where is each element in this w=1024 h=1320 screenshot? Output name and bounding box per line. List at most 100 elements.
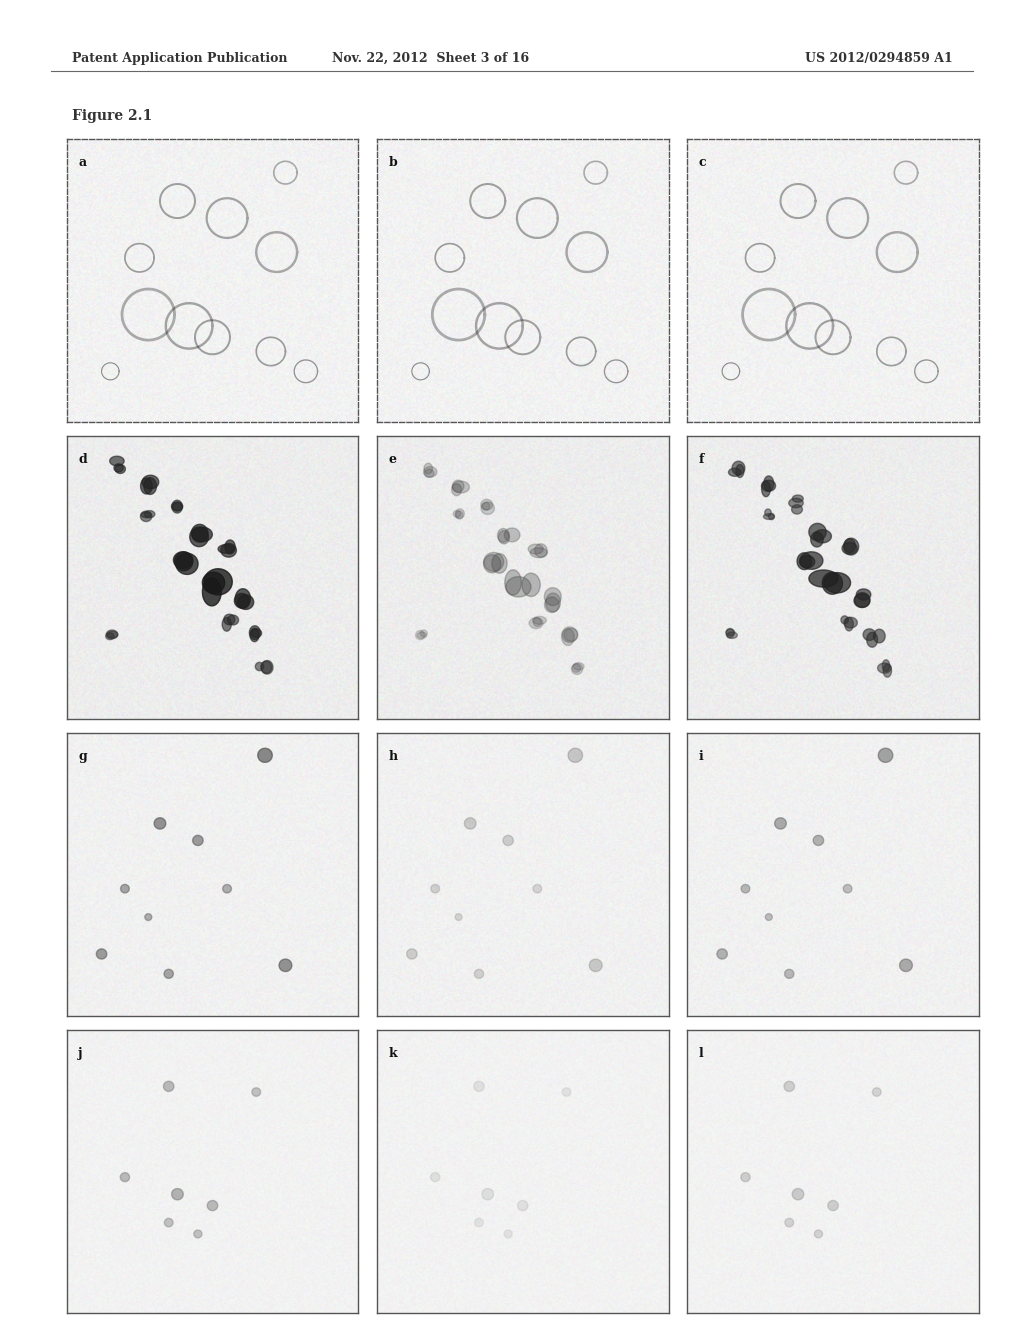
Text: e: e bbox=[388, 453, 396, 466]
Text: k: k bbox=[388, 1047, 397, 1060]
Polygon shape bbox=[785, 1218, 794, 1226]
Polygon shape bbox=[431, 884, 439, 892]
Polygon shape bbox=[769, 513, 774, 520]
Text: l: l bbox=[698, 1047, 703, 1060]
Polygon shape bbox=[872, 1088, 882, 1097]
Polygon shape bbox=[280, 960, 292, 972]
Polygon shape bbox=[483, 553, 504, 572]
Polygon shape bbox=[814, 1230, 822, 1238]
Polygon shape bbox=[784, 1081, 795, 1092]
Polygon shape bbox=[234, 594, 249, 609]
Polygon shape bbox=[562, 627, 578, 643]
Polygon shape bbox=[141, 512, 152, 517]
Polygon shape bbox=[171, 502, 182, 511]
Polygon shape bbox=[142, 475, 159, 488]
Polygon shape bbox=[505, 570, 521, 595]
Polygon shape bbox=[784, 969, 794, 978]
Polygon shape bbox=[452, 483, 462, 496]
Polygon shape bbox=[173, 503, 182, 511]
Polygon shape bbox=[571, 663, 583, 675]
Polygon shape bbox=[140, 478, 153, 494]
Polygon shape bbox=[238, 595, 254, 610]
Polygon shape bbox=[873, 630, 885, 643]
Polygon shape bbox=[475, 1218, 483, 1226]
Polygon shape bbox=[813, 836, 823, 846]
Polygon shape bbox=[424, 466, 437, 478]
Text: a: a bbox=[78, 156, 86, 169]
Polygon shape bbox=[115, 465, 125, 474]
Polygon shape bbox=[506, 577, 531, 597]
Polygon shape bbox=[110, 457, 124, 466]
Polygon shape bbox=[845, 539, 855, 553]
Polygon shape bbox=[221, 544, 237, 557]
Polygon shape bbox=[717, 949, 727, 960]
Text: Nov. 22, 2012  Sheet 3 of 16: Nov. 22, 2012 Sheet 3 of 16 bbox=[332, 51, 528, 65]
Polygon shape bbox=[225, 540, 236, 554]
Polygon shape bbox=[856, 589, 870, 601]
Polygon shape bbox=[546, 593, 560, 612]
Polygon shape bbox=[193, 836, 203, 846]
Polygon shape bbox=[793, 1188, 804, 1200]
Polygon shape bbox=[845, 618, 853, 631]
Polygon shape bbox=[454, 511, 461, 517]
Polygon shape bbox=[474, 969, 483, 978]
Text: c: c bbox=[698, 156, 707, 169]
Polygon shape bbox=[532, 616, 547, 624]
Polygon shape bbox=[844, 539, 859, 554]
Text: Figure 2.1: Figure 2.1 bbox=[72, 110, 152, 123]
Polygon shape bbox=[144, 511, 155, 517]
Polygon shape bbox=[482, 503, 489, 510]
Polygon shape bbox=[453, 480, 469, 494]
Polygon shape bbox=[765, 913, 772, 920]
Polygon shape bbox=[809, 523, 826, 541]
Polygon shape bbox=[827, 1200, 839, 1210]
Polygon shape bbox=[498, 528, 509, 543]
Polygon shape bbox=[883, 660, 890, 672]
Polygon shape bbox=[844, 884, 852, 892]
Polygon shape bbox=[841, 616, 849, 624]
Polygon shape bbox=[764, 513, 774, 519]
Polygon shape bbox=[417, 632, 427, 639]
Polygon shape bbox=[534, 884, 542, 892]
Polygon shape bbox=[522, 573, 541, 597]
Polygon shape bbox=[120, 1172, 130, 1181]
Polygon shape bbox=[762, 480, 775, 491]
Polygon shape bbox=[172, 1188, 183, 1200]
Polygon shape bbox=[106, 630, 118, 639]
Polygon shape bbox=[203, 572, 224, 593]
Polygon shape bbox=[222, 618, 231, 631]
Polygon shape bbox=[878, 663, 891, 673]
Polygon shape bbox=[96, 949, 106, 960]
Polygon shape bbox=[900, 960, 912, 972]
Polygon shape bbox=[175, 552, 193, 570]
Polygon shape bbox=[164, 1081, 174, 1092]
Polygon shape bbox=[561, 628, 574, 645]
Polygon shape bbox=[250, 628, 259, 642]
Polygon shape bbox=[572, 664, 581, 672]
Polygon shape bbox=[883, 664, 892, 677]
Polygon shape bbox=[811, 532, 823, 546]
Text: j: j bbox=[78, 1047, 83, 1060]
Polygon shape bbox=[797, 553, 812, 570]
Polygon shape bbox=[191, 524, 208, 543]
Polygon shape bbox=[481, 502, 495, 515]
Text: f: f bbox=[698, 453, 705, 466]
Polygon shape bbox=[529, 618, 543, 628]
Polygon shape bbox=[144, 913, 152, 920]
Polygon shape bbox=[740, 1172, 751, 1181]
Polygon shape bbox=[726, 628, 734, 638]
Polygon shape bbox=[562, 1088, 571, 1097]
Polygon shape bbox=[492, 553, 507, 573]
Polygon shape bbox=[155, 818, 166, 829]
Polygon shape bbox=[866, 632, 878, 647]
Polygon shape bbox=[727, 632, 737, 639]
Polygon shape bbox=[143, 478, 157, 495]
Polygon shape bbox=[793, 495, 803, 502]
Polygon shape bbox=[855, 593, 870, 607]
Polygon shape bbox=[193, 527, 212, 541]
Polygon shape bbox=[504, 528, 520, 541]
Polygon shape bbox=[194, 1230, 202, 1238]
Polygon shape bbox=[424, 463, 432, 474]
Polygon shape bbox=[568, 748, 583, 763]
Polygon shape bbox=[172, 500, 182, 513]
